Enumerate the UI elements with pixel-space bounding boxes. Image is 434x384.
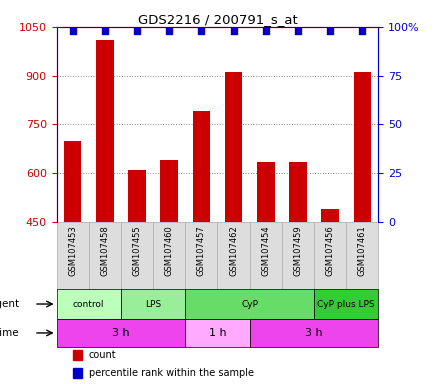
Bar: [217, 222, 249, 289]
Bar: [56, 222, 89, 289]
Text: GSM107458: GSM107458: [100, 225, 109, 276]
Bar: [121, 289, 185, 319]
Bar: [185, 319, 249, 347]
Text: GSM107459: GSM107459: [293, 225, 302, 276]
Point: [294, 28, 301, 34]
Text: 1 h: 1 h: [208, 328, 226, 338]
Text: GSM107453: GSM107453: [68, 225, 77, 276]
Bar: [185, 222, 217, 289]
Point: [165, 28, 172, 34]
Bar: [192, 111, 210, 222]
Bar: [72, 368, 82, 379]
Bar: [224, 72, 242, 222]
Text: CyP: CyP: [240, 300, 258, 308]
Bar: [56, 319, 185, 347]
Point: [133, 28, 140, 34]
Text: agent: agent: [0, 299, 20, 309]
Text: GSM107456: GSM107456: [325, 225, 334, 276]
Point: [101, 28, 108, 34]
Bar: [249, 319, 378, 347]
Text: time: time: [0, 328, 20, 338]
Text: GSM107461: GSM107461: [357, 225, 366, 276]
Text: GSM107455: GSM107455: [132, 225, 141, 276]
Text: 3 h: 3 h: [305, 328, 322, 338]
Point: [197, 28, 204, 34]
Bar: [64, 141, 81, 222]
Bar: [128, 170, 145, 222]
Text: LPS: LPS: [145, 300, 161, 308]
Point: [358, 28, 365, 34]
Text: GSM107454: GSM107454: [261, 225, 270, 276]
Bar: [313, 222, 345, 289]
Text: control: control: [73, 300, 104, 308]
Text: GSM107460: GSM107460: [164, 225, 173, 276]
Bar: [345, 222, 378, 289]
Text: CyP plus LPS: CyP plus LPS: [317, 300, 374, 308]
Bar: [256, 162, 274, 222]
Bar: [56, 289, 121, 319]
Bar: [353, 72, 370, 222]
Bar: [72, 350, 82, 360]
Text: count: count: [89, 350, 116, 360]
Bar: [289, 162, 306, 222]
Point: [326, 28, 333, 34]
Point: [230, 28, 237, 34]
Bar: [185, 289, 313, 319]
Text: GSM107462: GSM107462: [229, 225, 237, 276]
Bar: [321, 209, 338, 222]
Bar: [281, 222, 313, 289]
Title: GDS2216 / 200791_s_at: GDS2216 / 200791_s_at: [137, 13, 297, 26]
Text: percentile rank within the sample: percentile rank within the sample: [89, 369, 253, 379]
Bar: [153, 222, 185, 289]
Bar: [89, 222, 121, 289]
Bar: [249, 222, 281, 289]
Point: [69, 28, 76, 34]
Bar: [313, 289, 378, 319]
Point: [262, 28, 269, 34]
Bar: [160, 160, 178, 222]
Text: 3 h: 3 h: [112, 328, 129, 338]
Text: GSM107457: GSM107457: [197, 225, 205, 276]
Bar: [96, 40, 113, 222]
Bar: [121, 222, 153, 289]
